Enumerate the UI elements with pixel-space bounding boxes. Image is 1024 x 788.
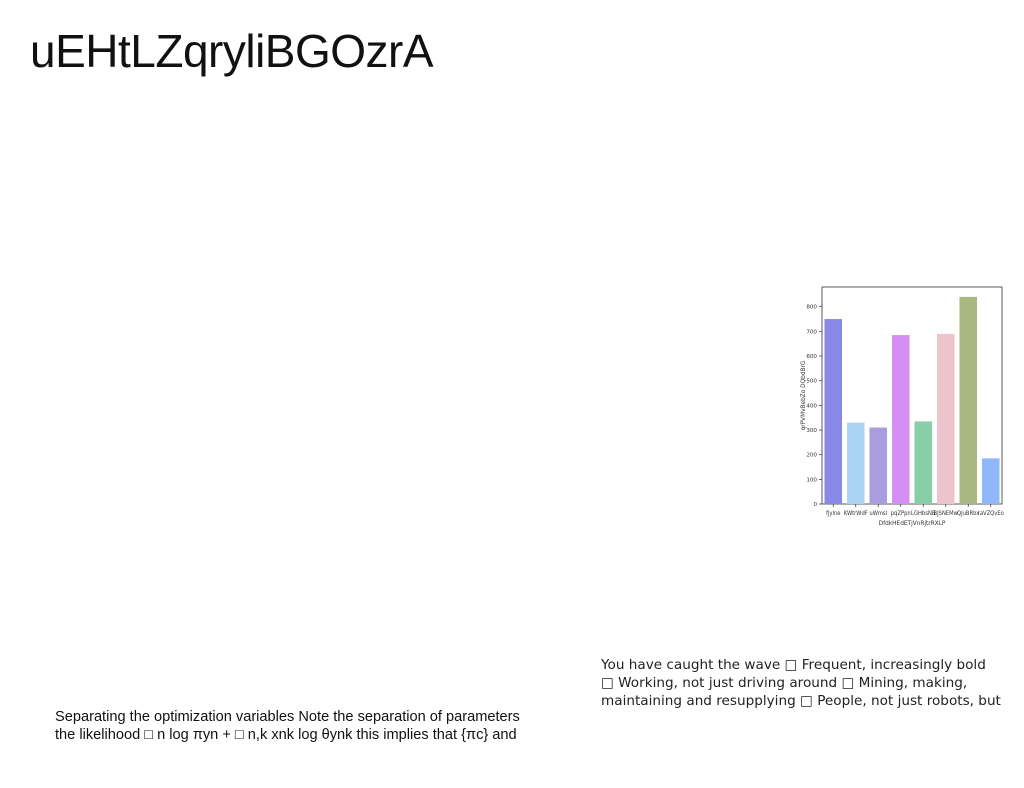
- y-tick-label: 100: [806, 477, 817, 483]
- bar-chart: 0 100 200 300 400 500 600 700 800 fjylne KWtrWdF uW…: [801, 286, 1004, 527]
- bar: [981, 458, 1000, 504]
- y-tick-label: 400: [806, 403, 817, 409]
- x-tick-label: fjylne: [826, 511, 840, 517]
- bar: [959, 296, 978, 504]
- x-tick-label: BJSNEMw: [934, 511, 959, 517]
- y-tick-label: 800: [806, 305, 817, 311]
- x-tick-label: KWtrWdF: [844, 511, 868, 517]
- right-text-line: maintaining and resupplying □ People, no…: [601, 693, 1001, 709]
- x-tick-label: uWmsl: [869, 511, 887, 517]
- page-title: uEHtLZqryliBGOzrA: [30, 25, 434, 77]
- bar-chart-figure: 0 100 200 300 400 500 600 700 800 fjylne KWtrWdF uW…: [796, 282, 1006, 532]
- x-axis-label: DfdkHEdETjVnRjtrRXLP: [879, 521, 946, 527]
- bar: [914, 421, 933, 504]
- bar: [936, 333, 955, 504]
- x-tick-label: LGHbsNB: [911, 511, 936, 517]
- bar: [891, 335, 910, 504]
- y-tick-label: 500: [806, 379, 817, 385]
- right-text-line: You have caught the wave □ Frequent, inc…: [601, 657, 986, 673]
- x-tick-label: pqZPpn: [891, 511, 911, 517]
- right-text-block: You have caught the wave □ Frequent, inc…: [601, 656, 1017, 710]
- bottom-text-block: Separating the optimization variables No…: [55, 708, 575, 744]
- bottom-text-line: the likelihood □ n log πyn + □ n,k xnk l…: [55, 727, 517, 743]
- y-axis-label: qrPVMvBebZo DQbdBrG: [801, 360, 807, 430]
- x-tick-label: raVZQvEo: [978, 511, 1004, 517]
- right-text-line: □ Working, not just driving around □ Min…: [601, 675, 968, 691]
- y-tick-label: 300: [806, 428, 817, 434]
- bar: [869, 427, 888, 504]
- bottom-text-line: Separating the optimization variables No…: [55, 709, 520, 725]
- bar: [846, 422, 865, 504]
- x-tick-label: QJuBRbx: [957, 511, 980, 517]
- bar: [824, 319, 843, 504]
- y-tick-label: 200: [806, 453, 817, 459]
- y-tick-label: 700: [806, 329, 817, 335]
- y-tick-label: 0: [813, 502, 817, 508]
- y-tick-label: 600: [806, 354, 817, 360]
- plot-frame: [821, 286, 1003, 505]
